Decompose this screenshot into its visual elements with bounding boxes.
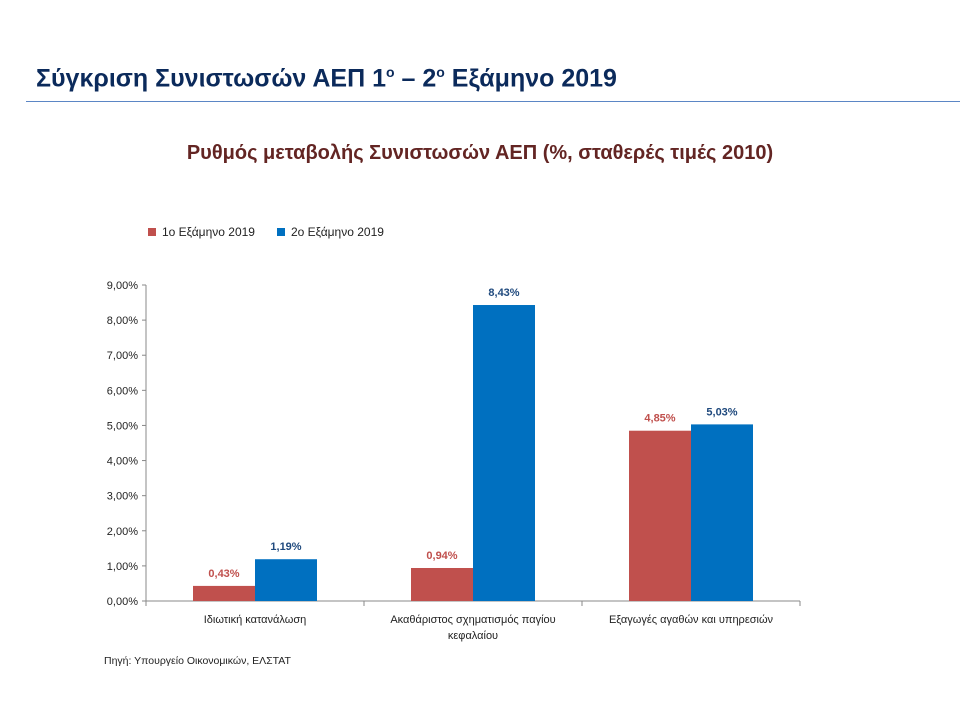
- y-tick-label: 0,00%: [107, 596, 138, 608]
- y-tick-label: 3,00%: [107, 491, 138, 503]
- slide-title: Σύγκριση Συνιστωσών ΑΕΠ 1ο – 2ο Εξάμηνο …: [36, 64, 617, 93]
- data-label: 0,43%: [208, 568, 239, 580]
- bar-2-cat-1: [255, 559, 317, 601]
- y-tick-label: 9,00%: [107, 280, 138, 292]
- data-label: 0,94%: [426, 550, 457, 562]
- chart-legend: 1ο Εξάμηνο 2019 2ο Εξάμηνο 2019: [148, 225, 384, 239]
- y-tick-label: 7,00%: [107, 350, 138, 362]
- data-label: 4,85%: [644, 413, 675, 425]
- legend-item-series-2: 2ο Εξάμηνο 2019: [276, 225, 384, 239]
- legend-label-series-1: 1ο Εξάμηνο 2019: [162, 225, 255, 239]
- y-tick-label: 5,00%: [107, 420, 138, 432]
- y-tick-label: 8,00%: [107, 315, 138, 327]
- x-tick-label: Ακαθάριστος σχηματισμός παγίου: [390, 614, 555, 626]
- legend-swatch-series-1: [148, 228, 156, 236]
- x-tick-label: κεφαλαίου: [448, 630, 498, 642]
- bar-1-cat-1: [193, 585, 255, 601]
- legend-item-series-1: 1ο Εξάμηνο 2019: [148, 225, 255, 239]
- x-tick-label: Εξαγωγές αγαθών και υπηρεσιών: [609, 614, 774, 626]
- y-tick-label: 1,00%: [107, 561, 138, 573]
- bar-1-cat-3: [629, 430, 691, 601]
- x-tick-label: Ιδιωτική κατανάλωση: [204, 614, 306, 626]
- legend-swatch-series-2: [276, 228, 285, 236]
- data-label: 5,03%: [706, 406, 737, 418]
- chart-title: Ρυθμός μεταβολής Συνιστωσών ΑΕΠ (%, σταθ…: [186, 142, 774, 164]
- bar-2-cat-2: [473, 305, 535, 601]
- legend-label-series-2: 2ο Εξάμηνο 2019: [290, 225, 384, 239]
- y-tick-label: 2,00%: [107, 526, 138, 538]
- data-label: 1,19%: [270, 541, 301, 553]
- source-note: Πηγή: Υπουργείο Οικονομικών, ΕΛΣΤΑΤ: [104, 655, 291, 667]
- data-label: 8,43%: [488, 287, 519, 299]
- title-divider: [26, 101, 960, 102]
- y-tick-label: 6,00%: [107, 385, 138, 397]
- bar-1-cat-2: [411, 567, 473, 601]
- y-tick-label: 4,00%: [107, 456, 138, 468]
- bar-2-cat-3: [691, 424, 753, 601]
